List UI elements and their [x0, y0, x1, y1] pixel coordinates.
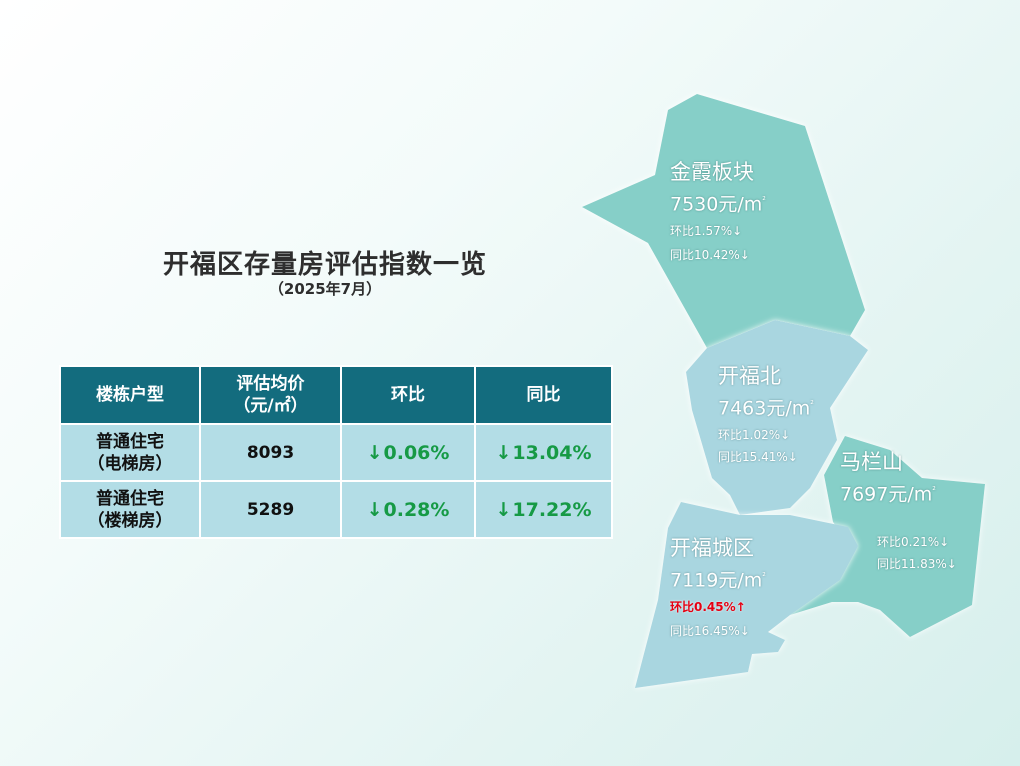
table-header-row: 楼栋户型 评估均价 （元/㎡） 环比 同比	[59, 365, 613, 425]
cell-yoy: ↓13.04%	[474, 423, 613, 482]
cell-type-line1: 普通住宅	[96, 488, 164, 509]
label-kaifu-chengqu: 开福城区 7119元/m² 环比0.45%↑ 同比16.45%↓	[670, 534, 766, 643]
cell-type-line2: （电梯房）	[87, 453, 173, 474]
label-jinxia: 金霞板块 7530元/m² 环比1.57%↓ 同比10.42%↓	[670, 158, 766, 267]
table-row: 普通住宅 （楼梯房） 5289 ↓0.28% ↓17.22%	[59, 480, 613, 539]
page-title: 开福区存量房评估指数一览	[162, 250, 487, 280]
header-price-line2: （元/㎡）	[233, 396, 308, 416]
cell-type-line1: 普通住宅	[96, 431, 164, 452]
cell-yoy-value: 13.04%	[512, 441, 592, 464]
arrow-down-icon: ↓	[495, 441, 512, 464]
region-name: 开福城区	[670, 536, 754, 560]
region-name: 马栏山	[840, 450, 903, 474]
region-price-sup: ²	[932, 486, 936, 496]
header-price-line1: 评估均价	[236, 374, 305, 394]
header-yoy: 同比	[474, 365, 613, 425]
region-malanshan[interactable]	[790, 436, 985, 637]
label-malanshan-changes: 环比0.21%↓ 同比11.83%↓	[877, 530, 957, 574]
label-kaifubei: 开福北 7463元/m² 环比1.02%↓ 同比15.41%↓	[718, 362, 814, 467]
region-yoy: 同比10.42%↓	[670, 248, 750, 263]
region-price-sup: ²	[762, 572, 766, 582]
header-mom: 环比	[340, 365, 476, 425]
region-price-sup: ²	[762, 196, 766, 206]
region-kaifu-chengqu[interactable]	[635, 502, 858, 688]
region-mom-value: 环比0.45%	[670, 600, 736, 615]
region-jinxia[interactable]	[582, 94, 865, 348]
table-row: 普通住宅 （电梯房） 8093 ↓0.06% ↓13.04%	[59, 423, 613, 482]
region-yoy: 同比15.41%↓	[718, 450, 798, 465]
cell-mom-value: 0.28%	[383, 498, 450, 521]
cell-yoy-value: 17.22%	[512, 498, 592, 521]
region-mom: 环比0.21%↓	[877, 535, 950, 549]
label-malanshan: 马栏山 7697元/m²	[840, 448, 936, 509]
region-price: 7530元/m²	[670, 186, 766, 219]
region-price-value: 7530元/m	[670, 193, 763, 216]
arrow-up-icon: ↑	[735, 600, 746, 615]
header-type: 楼栋户型	[59, 365, 201, 425]
arrow-down-icon: ↓	[495, 498, 512, 521]
arrow-down-icon: ↓	[366, 441, 383, 464]
cell-mom: ↓0.06%	[340, 423, 476, 482]
region-price: 7119元/m²	[670, 562, 766, 595]
region-price-value: 7463元/m	[718, 397, 811, 420]
region-name: 金霞板块	[670, 160, 754, 184]
region-kaifubei[interactable]	[686, 320, 868, 515]
page-subtitle: （2025年7月）	[268, 280, 382, 298]
cell-type-line2: （楼梯房）	[87, 510, 173, 531]
cell-type: 普通住宅 （楼梯房）	[59, 480, 201, 539]
region-price-value: 7697元/m	[840, 483, 933, 506]
index-table: 楼栋户型 评估均价 （元/㎡） 环比 同比 普通住宅 （电梯房） 8093 ↓0…	[59, 365, 613, 539]
cell-price: 8093	[199, 423, 342, 482]
cell-mom-value: 0.06%	[383, 441, 450, 464]
cell-type: 普通住宅 （电梯房）	[59, 423, 201, 482]
region-price: 7463元/m²	[718, 390, 814, 423]
cell-mom: ↓0.28%	[340, 480, 476, 539]
region-mom: 环比1.02%↓	[718, 428, 791, 443]
region-yoy: 同比11.83%↓	[877, 557, 957, 571]
header-price: 评估均价 （元/㎡）	[199, 365, 342, 425]
cell-price: 5289	[199, 480, 342, 539]
arrow-down-icon: ↓	[366, 498, 383, 521]
region-yoy: 同比16.45%↓	[670, 624, 750, 639]
region-mom: 环比1.57%↓	[670, 224, 743, 239]
cell-yoy: ↓17.22%	[474, 480, 613, 539]
region-price-value: 7119元/m	[670, 569, 763, 592]
region-price-sup: ²	[810, 400, 814, 410]
region-name: 开福北	[718, 364, 781, 388]
region-mom: 环比0.45%↑	[670, 595, 766, 619]
region-price: 7697元/m²	[840, 476, 936, 509]
